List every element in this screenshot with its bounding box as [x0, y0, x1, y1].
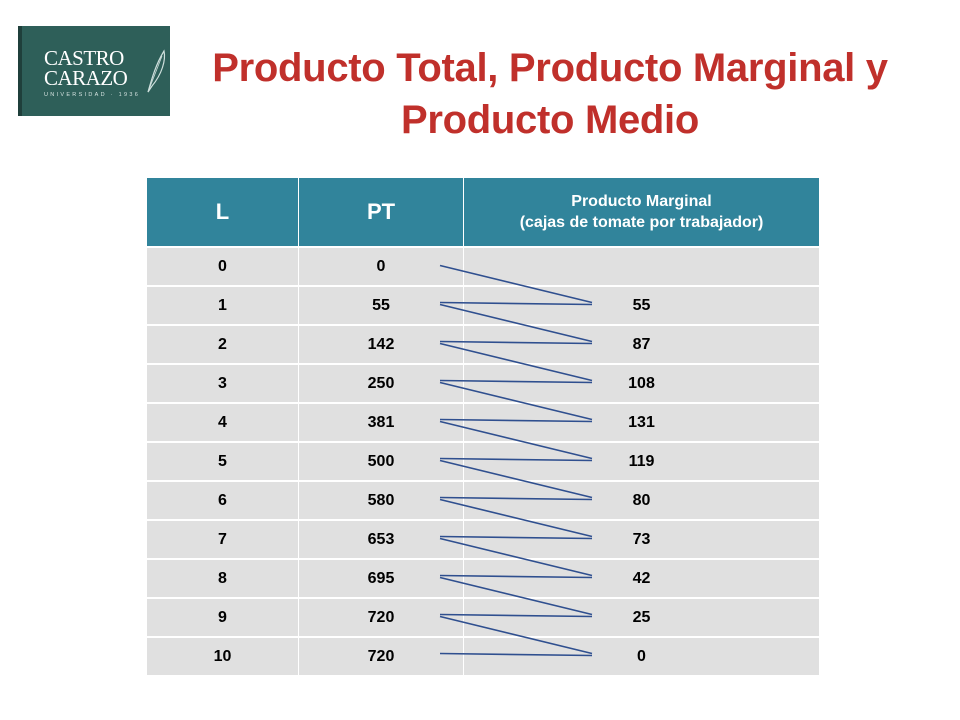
- logo-text-carazo: CARAZO: [44, 66, 128, 90]
- cell-l: 10: [147, 638, 299, 675]
- title-line-1: Producto Total, Producto Marginal y: [212, 46, 888, 90]
- feather-icon: [147, 49, 166, 93]
- cell-pt: 500: [299, 443, 464, 480]
- cell-l: 0: [147, 248, 299, 285]
- table-row: 2 142 87: [147, 326, 819, 363]
- logo-text-universidad: UNIVERSIDAD · 1936: [44, 92, 141, 98]
- cell-pm: 87: [632, 335, 651, 353]
- cell-pm: 55: [632, 296, 651, 314]
- cell-l: 2: [147, 326, 299, 363]
- cell-pt: 381: [299, 404, 464, 441]
- title-line-2: Producto Medio: [400, 98, 699, 142]
- page-title: Producto Total, Producto Marginal y Prod…: [180, 42, 920, 146]
- table-row: 4 381 131: [147, 404, 819, 441]
- cell-l: 1: [147, 287, 299, 324]
- table-row: 7 653 73: [147, 521, 819, 558]
- header-pt: PT: [299, 178, 464, 246]
- cell-pt: 720: [299, 638, 464, 675]
- table-header: L PT Producto Marginal (cajas de tomate …: [147, 178, 819, 246]
- cell-l: 4: [147, 404, 299, 441]
- cell-pt: 142: [299, 326, 464, 363]
- cell-pt: 0: [299, 248, 464, 285]
- table-row: 6 580 80: [147, 482, 819, 519]
- cell-pt: 55: [299, 287, 464, 324]
- header-l: L: [147, 178, 299, 246]
- cell-l: 6: [147, 482, 299, 519]
- cell-l: 7: [147, 521, 299, 558]
- table-row: 8 695 42: [147, 560, 819, 597]
- cell-l: 8: [147, 560, 299, 597]
- table-row: 10 720 0: [147, 638, 819, 675]
- table-row: 3 250 108: [147, 365, 819, 402]
- cell-pm: 108: [628, 374, 655, 392]
- table-row: 9 720 25: [147, 599, 819, 636]
- cell-pm: 80: [632, 491, 651, 509]
- production-table: L PT Producto Marginal (cajas de tomate …: [147, 178, 819, 675]
- cell-pt: 720: [299, 599, 464, 636]
- table-row: 5 500 119: [147, 443, 819, 480]
- cell-pt: 695: [299, 560, 464, 597]
- university-logo: CASTRO CARAZO UNIVERSIDAD · 1936: [18, 26, 170, 116]
- cell-pm: [464, 248, 819, 285]
- header-pm-line-2: (cajas de tomate por trabajador): [519, 214, 764, 231]
- logo-text-castro: CASTRO: [44, 46, 124, 70]
- cell-l: 9: [147, 599, 299, 636]
- table-row: 1 55 55: [147, 287, 819, 324]
- cell-l: 5: [147, 443, 299, 480]
- cell-pm: 42: [632, 569, 651, 587]
- table-body: 0 0 1 55 55 2 142 87 3 250 108 4 381 131 5 500 119 6 580 80…: [147, 248, 819, 675]
- cell-pm: 73: [632, 530, 651, 548]
- cell-pm: 25: [632, 608, 651, 626]
- cell-pm: 131: [628, 413, 655, 431]
- cell-pt: 250: [299, 365, 464, 402]
- cell-l: 3: [147, 365, 299, 402]
- header-producto-marginal: Producto Marginal (cajas de tomate por t…: [464, 178, 819, 246]
- cell-pm: 119: [628, 452, 655, 470]
- cell-pm: 0: [637, 647, 646, 665]
- cell-pt: 653: [299, 521, 464, 558]
- cell-pt: 580: [299, 482, 464, 519]
- header-pm-line-1: Producto Marginal: [571, 193, 712, 210]
